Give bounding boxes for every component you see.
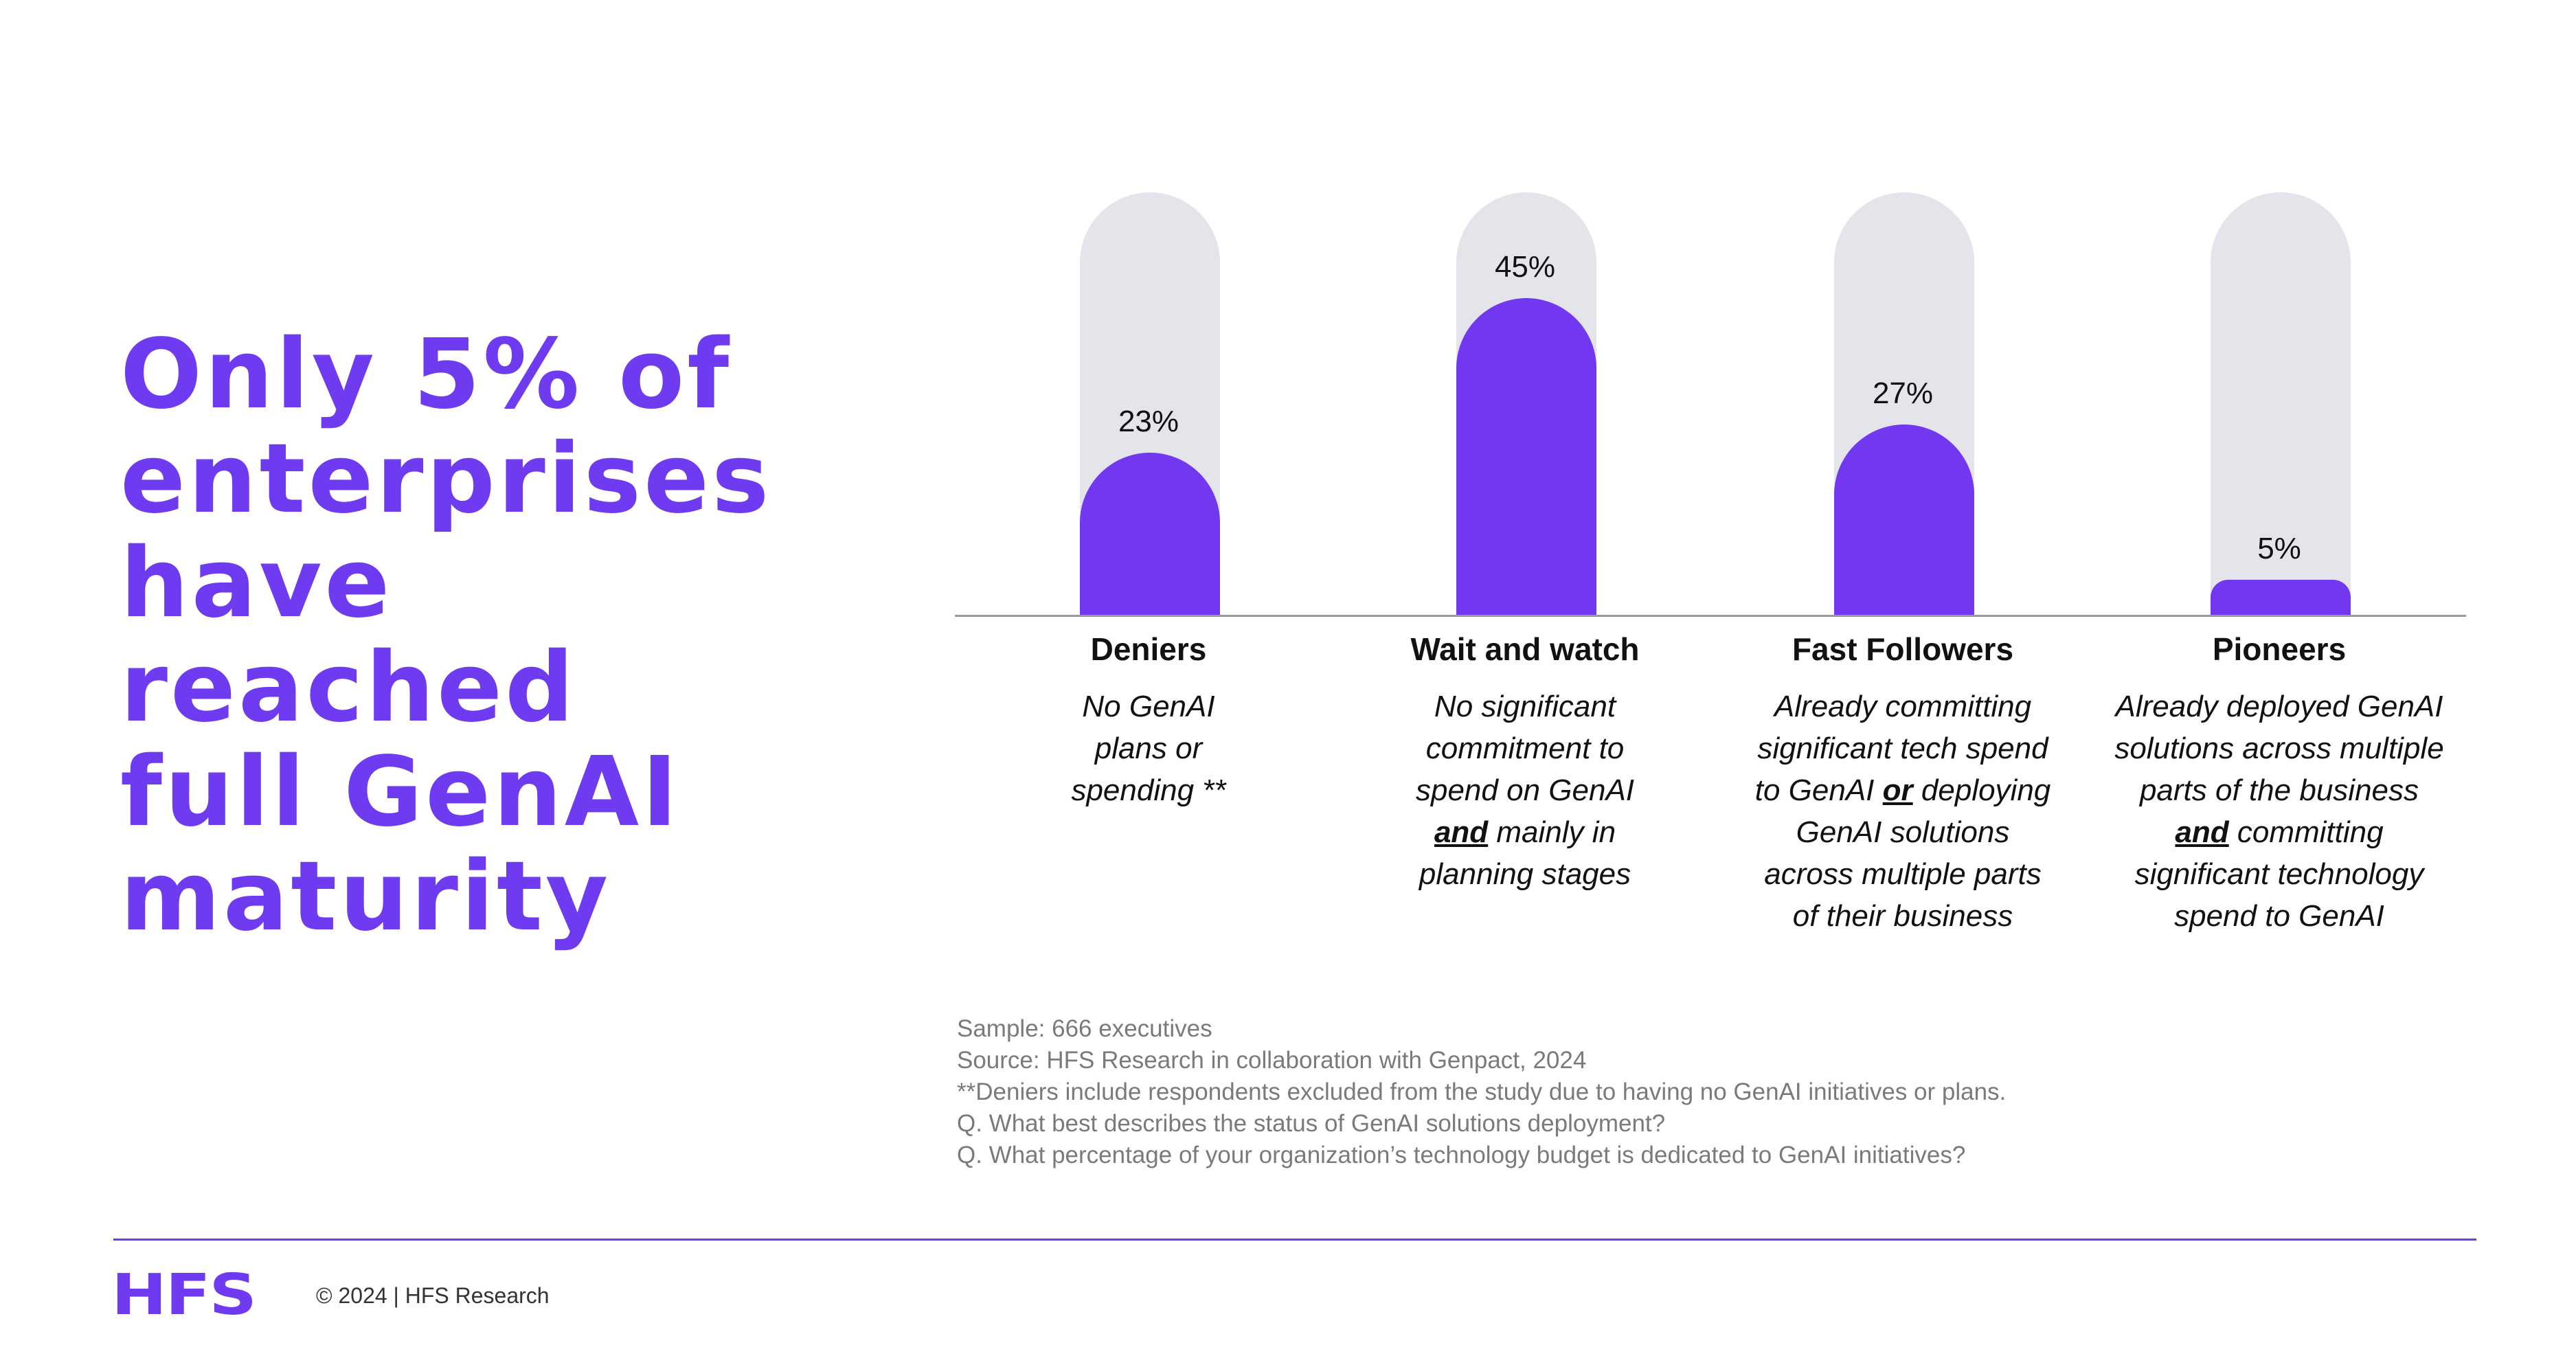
category-description: No GenAI plans or spending **: [970, 686, 1327, 811]
description-line: plans or: [1094, 732, 1203, 765]
bar-track: [1080, 192, 1220, 615]
description-line: spend on GenAI: [1415, 773, 1635, 807]
headline: Only 5% of enterprises have reached full…: [120, 323, 931, 949]
chart-notes: Sample: 666 executives Source: HFS Resea…: [957, 1013, 2468, 1171]
footer-divider: [113, 1239, 2476, 1241]
emphasis-word: and: [2175, 815, 2229, 849]
headline-line: have: [120, 528, 393, 640]
description-line: solutions across multiple: [2114, 732, 2444, 765]
hfs-logo: HFS: [111, 1263, 257, 1328]
category-description: Already committing significant tech spend…: [1724, 686, 2081, 937]
bar-track: [2211, 192, 2351, 615]
bar: [2211, 579, 2351, 615]
description-line: of their business: [1792, 899, 2013, 933]
emphasis-word: or: [1882, 773, 1913, 807]
headline-line: full GenAI: [120, 736, 681, 848]
description-line: parts of the business: [2139, 773, 2419, 807]
note-question-deployment: Q. What best describes the status of Gen…: [957, 1110, 1666, 1137]
description-line: significant tech spend: [1757, 732, 2048, 765]
bar: [1834, 425, 1974, 615]
headline-line: maturity: [120, 841, 611, 953]
bar-track: [1834, 192, 1974, 615]
bar: [1080, 453, 1220, 615]
headline-line: enterprises: [120, 423, 772, 535]
maturity-bar-chart: 23% Deniers No GenAI plans or spending ** 45%…: [955, 172, 2466, 962]
description-line: to GenAI or deploying: [1754, 773, 2051, 807]
data-label: 45%: [1494, 249, 1556, 284]
description-line: significant technology: [2134, 857, 2424, 891]
category-description: Already deployed GenAI solutions across m…: [2101, 686, 2458, 937]
note-source: Source: HFS Research in collaboration wi…: [957, 1047, 1587, 1074]
description-line: GenAI solutions: [1796, 815, 2010, 849]
category-description: No significant commitment to spend on GenA…: [1346, 686, 1704, 895]
description-line: Already committing: [1774, 690, 2032, 723]
data-label: 5%: [2257, 531, 2301, 565]
bar-track: [1456, 192, 1596, 615]
emphasis-word: and: [1434, 815, 1489, 849]
description-line: planning stages: [1419, 857, 1631, 891]
footer-copyright: © 2024 | HFS Research: [316, 1283, 550, 1308]
category-label: Wait and watch: [1410, 631, 1640, 667]
description-line: Already deployed GenAI: [2115, 690, 2443, 723]
description-line: commitment to: [1425, 732, 1625, 765]
description-line: across multiple parts: [1764, 857, 2042, 891]
category-label: Pioneers: [2212, 631, 2347, 667]
note-deniers-footnote: **Deniers include respondents excluded f…: [957, 1078, 2007, 1105]
description-line: No significant: [1434, 690, 1616, 723]
description-line: spending **: [1071, 773, 1226, 807]
description-line: No GenAI: [1082, 690, 1215, 723]
chart-baseline: [955, 615, 2466, 617]
note-question-budget: Q. What percentage of your organization’…: [957, 1142, 1966, 1168]
headline-line: reached: [120, 632, 577, 744]
data-label: 23%: [1118, 405, 1179, 439]
description-line: and mainly in: [1434, 815, 1616, 849]
note-sample: Sample: 666 executives: [957, 1015, 1212, 1042]
headline-line: Only 5% of: [120, 319, 732, 431]
category-label: Fast Followers: [1792, 631, 2014, 667]
data-label: 27%: [1872, 376, 1934, 411]
description-line: spend to GenAI: [2174, 899, 2384, 933]
bar: [1456, 297, 1596, 615]
category-label: Deniers: [1090, 631, 1207, 667]
description-line: and committing: [2175, 815, 2384, 849]
